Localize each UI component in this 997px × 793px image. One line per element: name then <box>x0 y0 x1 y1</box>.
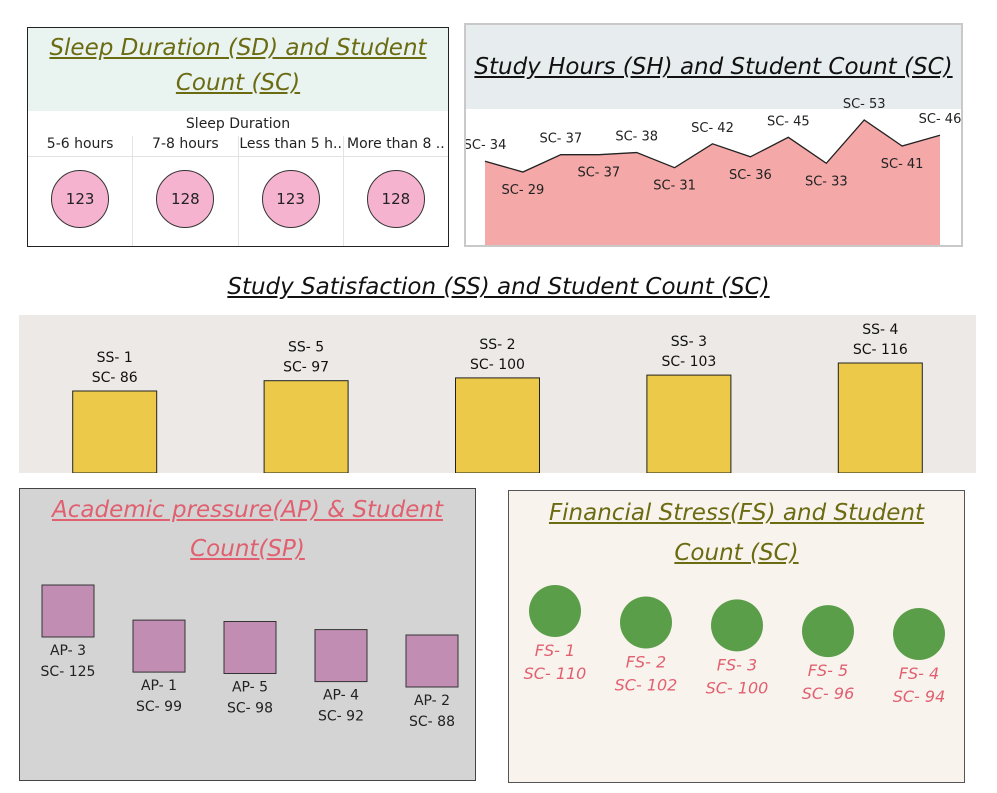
ap-value-label: SC- 88 <box>409 714 455 730</box>
satisfaction-category-label: SS- 3 <box>671 334 707 350</box>
sleep-count-circle: 123 <box>261 170 320 228</box>
hours-data-label: SC- 46 <box>919 112 961 127</box>
satisfaction-panel: SS- 1 SC- 86 SS- 5 SC- 97 SS- 2 SC- 100 SS- 3 S… <box>19 315 976 474</box>
study-hours-panel: Study Hours (SH) and Student Count (SC) … <box>464 23 963 247</box>
sleep-count-circle: 128 <box>156 170 215 228</box>
hours-data-label: SC- 37 <box>539 132 582 147</box>
satisfaction-category-label: SS- 1 <box>97 350 133 366</box>
hours-title-bar: Study Hours (SH) and Student Count (SC) <box>466 25 961 109</box>
fs-circle <box>802 605 854 658</box>
ap-title-line2: Count(SP) <box>190 536 305 562</box>
financial-stress-chart: FS- 1 SC- 110 FS- 2 SC- 102 FS- 3 SC- 100 FS- … <box>524 585 946 706</box>
fs-title-line1: Financial Stress(FS) and Student <box>548 500 925 526</box>
hours-data-label: SC- 29 <box>502 183 545 198</box>
ap-category-label: AP- 5 <box>232 680 268 696</box>
ap-category-label: AP- 3 <box>50 643 86 659</box>
satisfaction-bar <box>263 380 349 474</box>
ap-value-label: SC- 125 <box>41 664 96 680</box>
sleep-column: Less than 5 h.. 123 <box>237 136 343 246</box>
sleep-title-line1: Sleep Duration (SD) and Student <box>49 35 427 61</box>
sleep-title-line2: Count (SC) <box>175 70 301 96</box>
ap-square <box>41 584 95 638</box>
sleep-column: More than 8 .. 128 <box>342 136 448 246</box>
financial-stress-panel: Financial Stress(FS) and Student Count (… <box>508 490 965 783</box>
satisfaction-bar <box>72 390 158 474</box>
ap-category-label: AP- 2 <box>414 693 450 709</box>
hours-data-label: SC- 42 <box>691 121 734 136</box>
ap-square <box>132 619 186 673</box>
sleep-category-label: 7-8 hours <box>133 136 238 157</box>
satisfaction-value-label: SC- 100 <box>470 357 525 373</box>
sleep-duration-panel: Sleep Duration (SD) and Student Count (S… <box>27 27 449 247</box>
sleep-count-circle: 128 <box>366 170 425 228</box>
hours-data-label: SC- 37 <box>577 166 620 181</box>
hours-title: Study Hours (SH) and Student Count (SC) <box>474 54 953 80</box>
fs-category-label: FS- 3 <box>717 655 757 674</box>
sleep-category-label: 5-6 hours <box>28 136 133 157</box>
satisfaction-bar-chart: SS- 1 SC- 86 SS- 5 SC- 97 SS- 2 SC- 100 SS- 3 S… <box>72 322 923 474</box>
hours-area <box>485 120 940 245</box>
sleep-category-label: More than 8 .. <box>343 136 448 157</box>
hours-data-label: SC- 53 <box>843 97 886 112</box>
fs-category-label: FS- 1 <box>535 641 575 660</box>
fs-title-line2: Count (SC) <box>674 540 799 566</box>
satisfaction-value-label: SC- 103 <box>661 354 716 370</box>
satisfaction-value-label: SC- 97 <box>283 360 329 376</box>
ap-category-label: AP- 1 <box>141 678 177 694</box>
ap-category-label: AP- 4 <box>323 688 359 704</box>
hours-line <box>484 119 941 173</box>
sleep-column: 5-6 hours 123 <box>28 136 133 246</box>
sleep-title-bar: Sleep Duration (SD) and Student Count (S… <box>28 28 448 111</box>
ap-value-label: SC- 98 <box>227 701 273 717</box>
satisfaction-value-label: SC- 86 <box>92 370 138 386</box>
ap-value-label: SC- 92 <box>318 709 364 725</box>
satisfaction-bar <box>646 374 732 474</box>
hours-data-label: SC- 38 <box>615 130 658 145</box>
hours-data-label: SC- 41 <box>881 157 924 172</box>
fs-value-label: SC- 94 <box>893 687 946 706</box>
fs-category-label: FS- 2 <box>626 653 666 672</box>
fs-value-label: SC- 102 <box>615 676 678 695</box>
study-hours-area-chart: SC- 34 SC- 29 SC- 37 SC- 37 SC- 38 SC- 31 SC- … <box>466 97 961 245</box>
fs-category-label: FS- 5 <box>808 661 848 680</box>
satisfaction-category-label: SS- 5 <box>288 340 324 356</box>
fs-circle <box>529 585 581 637</box>
hours-data-label: SC- 31 <box>653 179 696 194</box>
fs-circle <box>893 608 945 660</box>
ap-value-label: SC- 99 <box>136 699 182 715</box>
satisfaction-title: Study Satisfaction (SS) and Student Coun… <box>227 274 770 300</box>
hours-data-label: SC- 33 <box>805 174 848 189</box>
hours-data-label: SC- 45 <box>767 114 810 129</box>
hours-data-label: SC- 34 <box>466 138 506 153</box>
fs-category-label: FS- 4 <box>899 664 939 683</box>
satisfaction-bar <box>455 377 540 474</box>
fs-value-label: SC- 96 <box>802 684 855 703</box>
academic-pressure-panel: Academic pressure(AP) & Student Count(SP… <box>19 488 476 781</box>
ap-square <box>405 634 459 688</box>
fs-value-label: SC- 110 <box>524 664 587 683</box>
sleep-count-circle: 123 <box>51 170 110 228</box>
satisfaction-category-label: SS- 4 <box>862 322 898 338</box>
ap-square <box>223 621 277 674</box>
hours-data-label: SC- 36 <box>729 168 772 183</box>
fs-circle <box>620 596 672 649</box>
sleep-dimension-label: Sleep Duration <box>185 116 291 132</box>
sleep-column: 7-8 hours 128 <box>132 136 238 246</box>
sleep-category-label: Less than 5 h.. <box>238 136 343 157</box>
fs-value-label: SC- 100 <box>706 678 769 697</box>
satisfaction-title-wrap: Study Satisfaction (SS) and Student Coun… <box>0 270 997 305</box>
ap-square <box>314 629 368 683</box>
academic-pressure-chart: AP- 3 SC- 125 AP- 1 SC- 99 AP- 5 SC- 98 AP- 4 S… <box>41 584 459 730</box>
satisfaction-value-label: SC- 116 <box>853 342 908 358</box>
fs-circle <box>711 599 763 652</box>
satisfaction-bar <box>837 362 923 474</box>
sleep-columns: 5-6 hours 123 7-8 hours 128 Less than 5 h.. 1… <box>28 136 448 246</box>
ap-title-line1: Academic pressure(AP) & Student <box>52 497 443 523</box>
satisfaction-category-label: SS- 2 <box>479 337 515 353</box>
